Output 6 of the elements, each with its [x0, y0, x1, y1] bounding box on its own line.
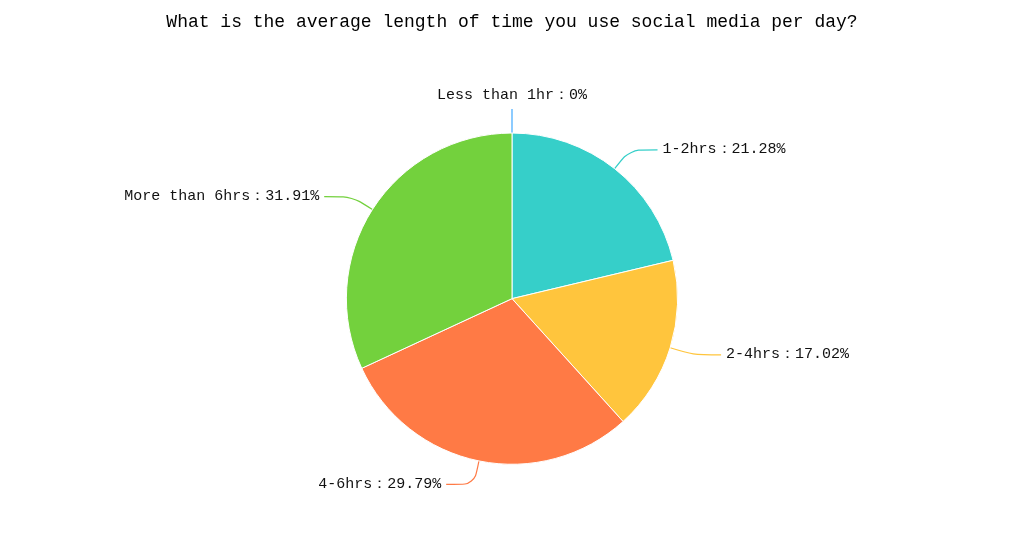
slice-label: More than 6hrs：31.91%	[124, 188, 321, 206]
slice-label: 4-6hrs：29.79%	[318, 475, 443, 493]
slice-label: 1-2hrs：21.28%	[662, 141, 787, 159]
slice-label: 2-4hrs：17.02%	[726, 346, 851, 364]
category-label: Less than 1hr：0%	[436, 87, 588, 105]
chart-title: What is the average length of time you use social media per day?	[166, 12, 858, 32]
